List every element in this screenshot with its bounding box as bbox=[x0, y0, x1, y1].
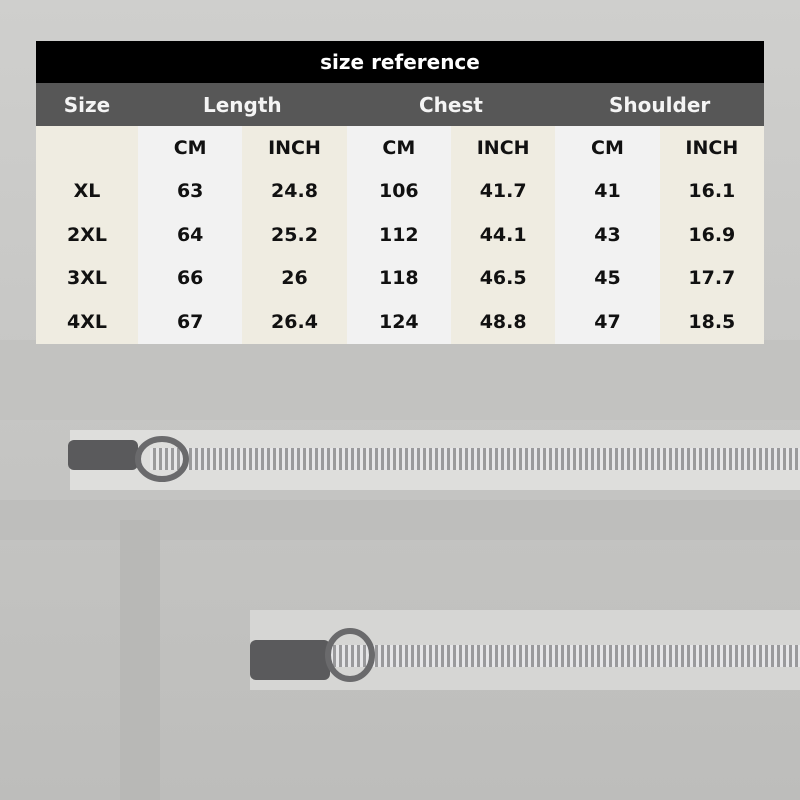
zipper-upper bbox=[68, 430, 800, 490]
value-cell: 44.1 bbox=[450, 213, 556, 257]
value-cell: 64 bbox=[138, 213, 243, 257]
value-cell: 41.7 bbox=[450, 169, 556, 213]
value-cell: 24.8 bbox=[242, 169, 347, 213]
size-cell: 4XL bbox=[36, 300, 138, 344]
value-cell: 124 bbox=[346, 300, 451, 344]
size-reference-table: size reference Size Length Chest Shoulde… bbox=[36, 41, 764, 344]
header-chest: Chest bbox=[346, 83, 556, 126]
value-cell: 47 bbox=[555, 300, 660, 344]
size-cell: 2XL bbox=[36, 213, 138, 257]
unit-cell: INCH bbox=[242, 126, 347, 170]
value-cell: 63 bbox=[138, 169, 243, 213]
value-cell: 16.9 bbox=[659, 213, 764, 257]
unit-cell: CM bbox=[555, 126, 660, 170]
header-length: Length bbox=[138, 83, 347, 126]
value-cell: 18.5 bbox=[659, 300, 764, 344]
value-cell: 67 bbox=[138, 300, 243, 344]
table-row: 4XL 67 26.4 124 48.8 47 18.5 bbox=[36, 300, 764, 344]
value-cell: 16.1 bbox=[659, 169, 764, 213]
value-cell: 41 bbox=[555, 169, 660, 213]
value-cell: 43 bbox=[555, 213, 660, 257]
value-cell: 66 bbox=[138, 256, 243, 300]
value-cell: 26.4 bbox=[242, 300, 347, 344]
value-cell: 25.2 bbox=[242, 213, 347, 257]
unit-cell: CM bbox=[346, 126, 451, 170]
value-cell: 26 bbox=[242, 256, 347, 300]
table-row: XL 63 24.8 106 41.7 41 16.1 bbox=[36, 169, 764, 213]
value-cell: 112 bbox=[346, 213, 451, 257]
unit-cell: CM bbox=[138, 126, 243, 170]
table-row: 2XL 64 25.2 112 44.1 43 16.9 bbox=[36, 213, 764, 257]
unit-cell: INCH bbox=[659, 126, 764, 170]
table-row: 3XL 66 26 118 46.5 45 17.7 bbox=[36, 256, 764, 300]
zipper-lower bbox=[250, 610, 800, 690]
header-size: Size bbox=[36, 83, 138, 126]
units-row: CM INCH CM INCH CM INCH bbox=[36, 126, 764, 170]
size-cell: XL bbox=[36, 169, 138, 213]
value-cell: 17.7 bbox=[659, 256, 764, 300]
value-cell: 106 bbox=[346, 169, 451, 213]
header-shoulder: Shoulder bbox=[555, 83, 764, 126]
value-cell: 45 bbox=[555, 256, 660, 300]
table-title: size reference bbox=[36, 41, 764, 83]
unit-cell: INCH bbox=[450, 126, 556, 170]
value-cell: 46.5 bbox=[450, 256, 556, 300]
size-cell: 3XL bbox=[36, 256, 138, 300]
value-cell: 118 bbox=[346, 256, 451, 300]
value-cell: 48.8 bbox=[450, 300, 556, 344]
